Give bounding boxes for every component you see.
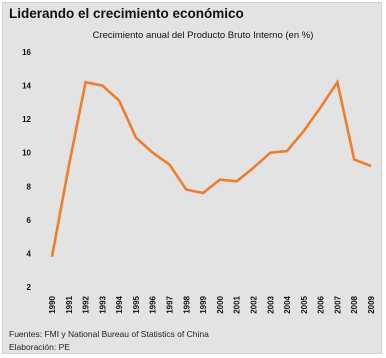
data-point bbox=[268, 151, 272, 155]
x-tick-label: 2000 bbox=[216, 295, 225, 313]
data-point bbox=[151, 151, 155, 155]
credit-note: Elaboración: PE bbox=[9, 342, 70, 352]
data-point bbox=[369, 164, 373, 168]
series-layer bbox=[50, 78, 373, 259]
y-axis: 2 4 6 8 10 12 14 16 bbox=[22, 48, 31, 292]
data-point bbox=[84, 80, 88, 84]
x-tick-label: 1997 bbox=[166, 295, 175, 313]
data-point bbox=[335, 80, 339, 84]
x-tick-label: 1992 bbox=[82, 295, 91, 313]
data-point bbox=[100, 84, 104, 88]
x-tick-label: 1990 bbox=[48, 295, 57, 313]
x-tick-label: 2009 bbox=[367, 295, 376, 313]
data-point bbox=[50, 255, 54, 259]
y-tick-label: 14 bbox=[22, 82, 31, 91]
x-tick-label: 2001 bbox=[233, 295, 242, 313]
data-point bbox=[302, 129, 306, 133]
y-tick-label: 4 bbox=[27, 249, 32, 258]
y-tick-label: 2 bbox=[27, 283, 32, 292]
data-point bbox=[117, 99, 121, 103]
x-tick-label: 1991 bbox=[65, 295, 74, 313]
x-axis: 1990 1991 1992 1993 1994 1995 1996 1997 1998 1999… bbox=[48, 295, 376, 313]
x-tick-label: 2006 bbox=[317, 295, 326, 313]
x-tick-label: 1994 bbox=[115, 295, 124, 313]
series-line bbox=[50, 78, 372, 258]
x-tick-label: 2004 bbox=[283, 295, 292, 313]
y-tick-label: 6 bbox=[27, 216, 32, 225]
x-tick-label: 2005 bbox=[300, 295, 309, 313]
chart-title: Liderando el crecimiento económico bbox=[9, 6, 244, 21]
source-note: Fuentes: FMI y National Bureau of Statis… bbox=[9, 329, 209, 339]
x-tick-label: 2003 bbox=[266, 295, 275, 313]
data-point bbox=[285, 149, 289, 153]
data-point bbox=[252, 166, 256, 170]
data-point bbox=[168, 163, 172, 167]
x-tick-label: 1993 bbox=[98, 295, 107, 313]
y-tick-label: 12 bbox=[22, 115, 31, 124]
data-point bbox=[201, 191, 205, 195]
x-tick-label: 1995 bbox=[132, 295, 141, 313]
chart-subtitle: Crecimiento anual del Producto Bruto Int… bbox=[93, 30, 314, 41]
x-tick-label: 1998 bbox=[182, 295, 191, 313]
data-point bbox=[235, 179, 239, 183]
data-point bbox=[218, 178, 222, 182]
data-point bbox=[134, 136, 138, 140]
x-tick-label: 2008 bbox=[350, 295, 359, 313]
data-point bbox=[67, 164, 71, 168]
data-point bbox=[184, 188, 188, 192]
y-tick-label: 10 bbox=[22, 149, 31, 158]
x-tick-label: 1996 bbox=[149, 295, 158, 313]
y-tick-label: 8 bbox=[27, 182, 32, 191]
x-tick-label: 2007 bbox=[333, 295, 342, 313]
y-tick-label: 16 bbox=[22, 48, 31, 57]
x-tick-label: 1999 bbox=[199, 295, 208, 313]
x-tick-label: 2002 bbox=[249, 295, 258, 313]
data-point bbox=[319, 105, 323, 109]
data-point bbox=[352, 157, 356, 161]
